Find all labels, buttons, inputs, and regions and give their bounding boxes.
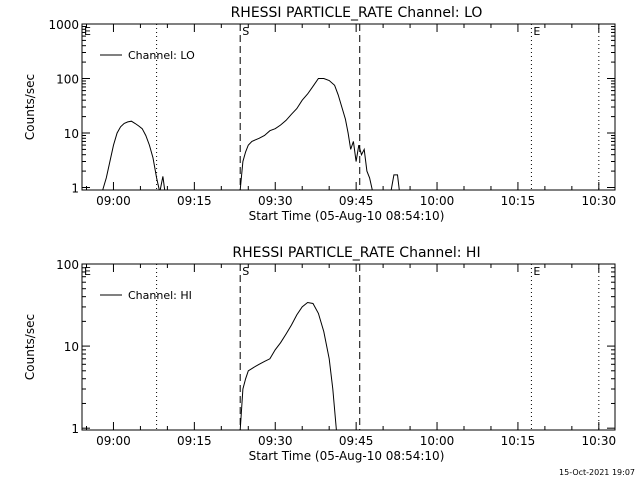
marker-label: E — [84, 25, 91, 38]
x-tick-label: 10:15 — [501, 194, 536, 208]
legend-label: Channel: LO — [128, 49, 195, 62]
x-tick-label: 09:30 — [258, 434, 293, 448]
marker-label: E — [84, 265, 91, 278]
y-tick-label: 1000 — [48, 18, 79, 32]
x-tick-label: 09:15 — [177, 434, 212, 448]
y-tick-label: 10 — [64, 127, 79, 141]
y-axis-label: Counts/sec — [23, 74, 37, 140]
x-tick-label: 10:15 — [501, 434, 536, 448]
x-tick-label: 10:30 — [582, 434, 617, 448]
y-tick-label: 100 — [56, 73, 79, 87]
x-tick-label: 09:00 — [96, 434, 131, 448]
x-tick-label: 10:30 — [582, 194, 617, 208]
y-tick-label: 100 — [56, 258, 79, 272]
panel-hi: RHESSI PARTICLE_RATE Channel: HI 1 10 100 09… — [23, 245, 616, 463]
marker-label: E — [533, 265, 540, 278]
x-tick-label: 09:15 — [177, 194, 212, 208]
x-tick-label: 10:00 — [420, 194, 455, 208]
x-tick-label: 10:00 — [420, 434, 455, 448]
y-tick-label: 10 — [64, 340, 79, 354]
x-axis-label: Start Time (05-Aug-10 08:54:10) — [249, 209, 445, 223]
plot-frame — [81, 263, 616, 431]
series-line — [239, 301, 337, 431]
series-line — [102, 120, 160, 191]
series-line — [159, 176, 166, 191]
series-line — [239, 78, 373, 191]
y-tick-label: 1 — [71, 422, 79, 436]
y-axis-label: Counts/sec — [23, 314, 37, 380]
x-tick-label: 09:30 — [258, 194, 293, 208]
x-tick-label: 09:45 — [339, 434, 374, 448]
y-tick-label: 1 — [71, 182, 79, 196]
generation-timestamp: 15-Oct-2021 19:07 — [559, 468, 635, 477]
chart-title: RHESSI PARTICLE_RATE Channel: HI — [232, 245, 480, 261]
panel-lo: RHESSI PARTICLE_RATE Channel: LO 1 10 100 10… — [23, 5, 616, 223]
series-line — [390, 174, 400, 191]
marker-label: S — [242, 25, 249, 38]
x-tick-label: 09:45 — [339, 194, 374, 208]
chart-title: RHESSI PARTICLE_RATE Channel: LO — [231, 5, 483, 21]
legend-label: Channel: HI — [128, 289, 192, 302]
x-axis-label: Start Time (05-Aug-10 08:54:10) — [249, 449, 445, 463]
x-tick-label: 09:00 — [96, 194, 131, 208]
marker-label: S — [242, 265, 249, 278]
marker-label: E — [533, 25, 540, 38]
